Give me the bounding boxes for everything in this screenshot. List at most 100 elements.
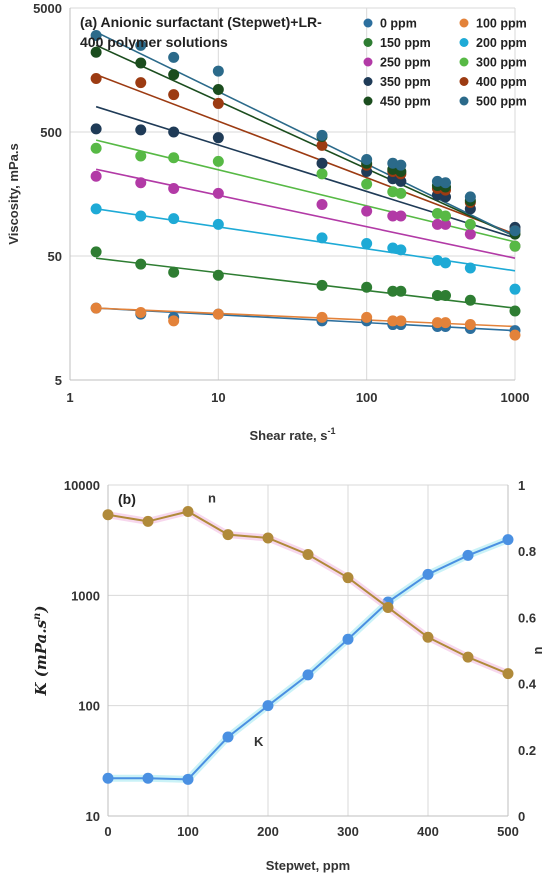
y-right-tick-label: 0.2 [518, 743, 536, 758]
data-point [212, 132, 224, 144]
data-point [142, 772, 154, 784]
data-point [212, 187, 224, 199]
data-point [212, 84, 224, 96]
data-point [387, 285, 399, 297]
x-tick-label: 0 [104, 824, 111, 839]
data-point [342, 572, 354, 584]
fit-line [95, 44, 516, 238]
series-label-n: n [208, 491, 216, 506]
x-axis-title: Shear rate, s-1 [249, 426, 335, 443]
legend-marker [459, 77, 469, 86]
data-point [440, 218, 452, 230]
data-point [440, 177, 452, 189]
legend-label: 450 ppm [380, 95, 431, 109]
y-left-tick-label: 10000 [64, 478, 100, 493]
data-point [422, 568, 434, 580]
series-halo [108, 536, 510, 783]
data-point [168, 213, 180, 225]
series-halo [107, 507, 510, 677]
data-point [316, 139, 328, 151]
data-point [395, 244, 407, 256]
data-point [431, 290, 443, 302]
data-point [361, 311, 373, 323]
legend-label: 200 ppm [476, 36, 527, 50]
data-point [509, 283, 521, 295]
data-point [431, 317, 443, 329]
data-point [387, 210, 399, 222]
legend-label: 300 ppm [476, 56, 527, 70]
x-tick-label: 1000 [501, 390, 530, 405]
data-point [440, 290, 452, 302]
y-axis-title: Viscosity, mPa.s [6, 143, 21, 244]
x-axis-title: Stepwet, ppm [266, 858, 351, 873]
y-right-tick-label: 1 [518, 478, 525, 493]
y-right-axis-title: n [530, 646, 545, 654]
x-tick-label: 200 [257, 824, 279, 839]
data-point [316, 311, 328, 323]
data-point [462, 549, 474, 561]
data-point [509, 240, 521, 252]
data-point [509, 305, 521, 317]
y-tick-label: 50 [48, 249, 62, 264]
data-point [395, 159, 407, 171]
data-point [212, 218, 224, 230]
data-point [212, 269, 224, 281]
legend-label: 400 ppm [476, 75, 527, 89]
fit-line [95, 31, 516, 238]
data-point [464, 228, 476, 240]
data-point [102, 509, 114, 521]
data-point [90, 123, 102, 135]
data-point [509, 225, 521, 237]
data-point [502, 534, 514, 546]
data-point [135, 124, 147, 136]
data-point [168, 126, 180, 138]
x-tick-label: 400 [417, 824, 439, 839]
data-point [361, 281, 373, 293]
data-point [440, 317, 452, 329]
y-left-tick-label: 100 [78, 699, 100, 714]
data-point [316, 279, 328, 291]
data-point [395, 285, 407, 297]
chart-title-line: 400 polymer solutions [80, 34, 228, 50]
data-point [395, 210, 407, 222]
data-point [168, 51, 180, 63]
data-point [395, 187, 407, 199]
data-point [90, 246, 102, 258]
data-point [316, 199, 328, 211]
data-point [464, 191, 476, 203]
data-point [387, 315, 399, 327]
data-point [135, 57, 147, 69]
data-point [302, 549, 314, 561]
legend-marker [363, 57, 373, 67]
data-point [361, 154, 373, 166]
data-point [462, 651, 474, 663]
data-point [464, 319, 476, 331]
data-point [464, 262, 476, 274]
data-point [168, 89, 180, 101]
data-point [90, 73, 102, 85]
data-point [212, 155, 224, 167]
data-point [316, 232, 328, 244]
legend-marker [459, 96, 469, 106]
fit-line [95, 139, 516, 243]
legend-label: 350 ppm [380, 75, 431, 89]
data-point [212, 308, 224, 320]
data-point [222, 731, 234, 743]
x-tick-label: 100 [177, 824, 199, 839]
data-point [361, 238, 373, 250]
series-label-k: K [254, 734, 264, 749]
data-point [135, 210, 147, 222]
y-tick-label: 5000 [33, 1, 62, 16]
data-point [342, 633, 354, 645]
x-tick-label: 500 [497, 824, 519, 839]
y-left-axis-title: K (mPa.sn) [32, 606, 50, 697]
data-point [135, 258, 147, 270]
chart-title-line: (a) Anionic surfactant (Stepwet)+LR- [80, 14, 322, 30]
data-point [440, 210, 452, 222]
y-right-tick-label: 0.4 [518, 677, 537, 692]
legend-marker [459, 18, 469, 28]
x-tick-label: 1 [66, 390, 73, 405]
x-tick-label: 10 [211, 390, 225, 405]
data-point [440, 257, 452, 269]
data-point [316, 168, 328, 180]
